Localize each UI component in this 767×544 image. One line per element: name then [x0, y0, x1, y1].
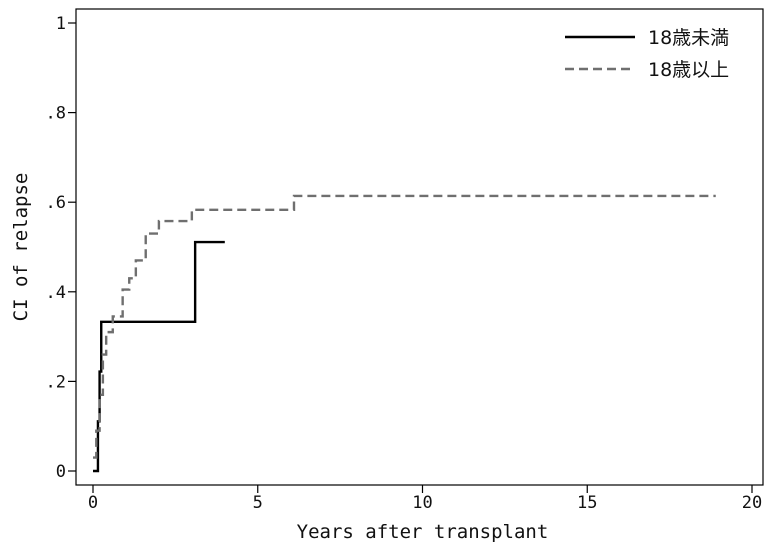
y-tick-label-3: .6 [46, 193, 66, 213]
y-tick-label-4: .8 [46, 104, 66, 124]
y-tick-label-2: .4 [46, 283, 66, 303]
x-tick-label-1: 5 [253, 493, 263, 513]
plot-frame [75, 8, 764, 486]
x-tick-label-3: 15 [577, 493, 597, 513]
legend-label-0: 18歳未満 [648, 27, 729, 49]
legend-label-1: 18歳以上 [648, 59, 729, 81]
y-tick-label-5: 1 [56, 14, 66, 34]
x-tick-label-0: 0 [88, 493, 98, 513]
x-axis-title: Years after transplant [297, 521, 549, 543]
y-tick-label-1: .2 [46, 372, 66, 392]
y-tick-label-0: 0 [56, 462, 66, 482]
x-tick-label-2: 10 [412, 493, 432, 513]
y-axis-title: CI of relapse [10, 173, 32, 322]
x-tick-label-4: 20 [742, 493, 762, 513]
series-line-0 [93, 240, 225, 473]
series-line-1 [93, 194, 716, 459]
